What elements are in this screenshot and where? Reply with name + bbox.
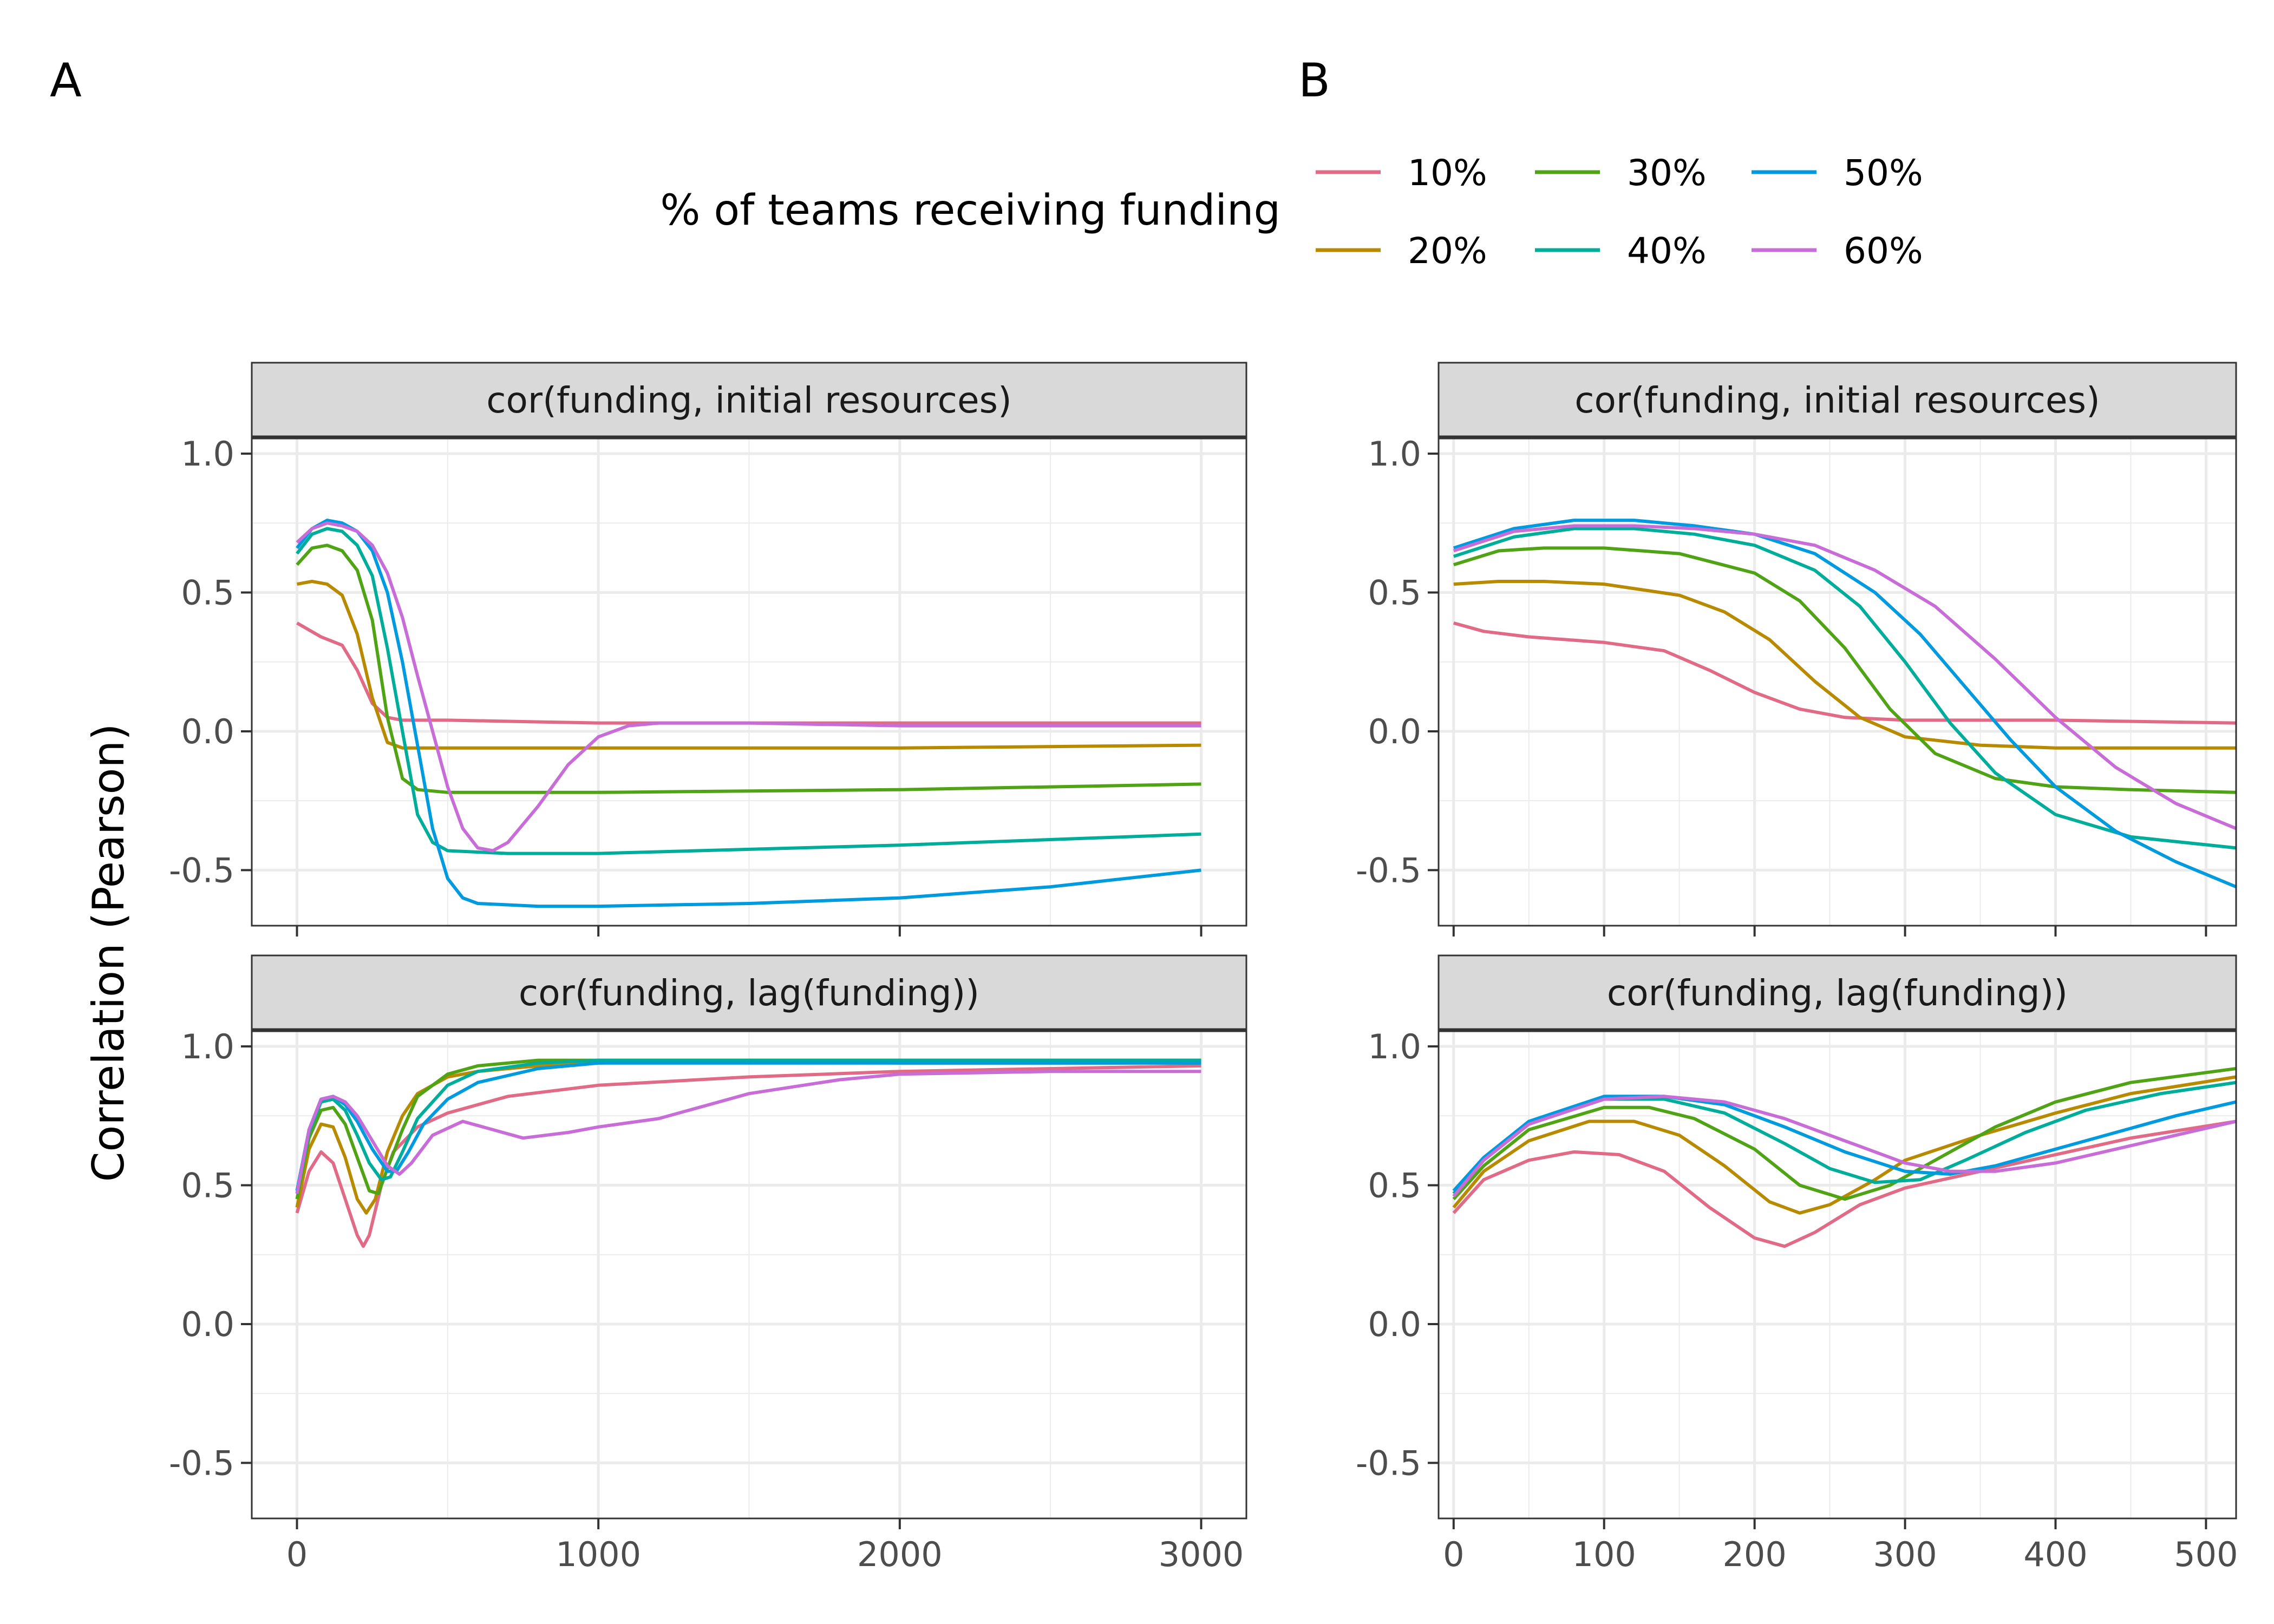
panel-letter-a: A [50, 54, 82, 108]
legend-item: 40% [1535, 230, 1707, 272]
legend-title: % of teams receiving funding [660, 186, 1280, 235]
series-line [296, 580, 1201, 750]
plot-area [1439, 438, 2236, 926]
legend-item: 10% [1316, 152, 1487, 194]
x-tick-label: 300 [1873, 1535, 1937, 1574]
series-line [1452, 1095, 2236, 1197]
y-tick-label: 0.5 [181, 1165, 234, 1205]
series-group [296, 519, 1201, 908]
series-line [1452, 1095, 2236, 1192]
legend-item: 20% [1316, 230, 1487, 272]
legend-item: 30% [1535, 152, 1707, 194]
series-line [1453, 519, 2236, 888]
y-tick-label: 1.0 [181, 1027, 234, 1066]
x-tick-label: 2000 [857, 1535, 943, 1574]
x-tick-label: 500 [2174, 1535, 2238, 1574]
legend-label: 60% [1844, 230, 1923, 272]
y-tick-label: 0.5 [1368, 573, 1421, 612]
x-tick-label: 0 [286, 1535, 308, 1574]
panel-border [1437, 1030, 2237, 1520]
x-tick-label: 400 [2023, 1535, 2087, 1574]
y-tick-label: 1.0 [1368, 434, 1421, 474]
series-group [1453, 519, 2236, 888]
legend-items: 10% 20% 30% 40% 50% 60% [1316, 152, 1923, 272]
facet-title: cor(funding, lag(funding)) [1607, 972, 2068, 1014]
series-line [1453, 546, 2236, 794]
series-group [1452, 1067, 2236, 1248]
chart-panel: cor(funding, lag(funding)) 1.0 0.5 0.0 -0.5 0… [1356, 954, 2238, 1574]
legend-item: 50% [1752, 152, 1923, 194]
series-line [1453, 524, 2236, 830]
y-tick-label: -0.5 [169, 1443, 234, 1483]
legend-label: 20% [1408, 230, 1487, 272]
y-tick-label: -0.5 [1356, 1443, 1421, 1483]
facet-strip [1437, 954, 2237, 1031]
series-group [295, 1058, 1201, 1248]
y-tick-label: -0.5 [169, 850, 234, 890]
y-tick-label: -0.5 [1356, 850, 1421, 890]
series-line [1453, 527, 2236, 850]
panels: cor(funding, initial resources) 1.0 0.5 0.0… [169, 362, 2238, 1574]
facet-strip [1437, 362, 2237, 438]
x-tick-label: 200 [1722, 1535, 1786, 1574]
legend-label: 40% [1627, 230, 1707, 272]
legend: % of teams receiving funding 10% 20% 30% 40… [660, 152, 1923, 272]
series-line [296, 519, 1201, 908]
series-line [1453, 621, 2236, 725]
plot-area [1439, 1031, 2236, 1518]
legend-item: 60% [1752, 230, 1923, 272]
series-line [1452, 1067, 2236, 1201]
panel-border [251, 1030, 1247, 1520]
series-line [295, 1070, 1201, 1194]
x-tick-label: 1000 [556, 1535, 641, 1574]
chart-panel: cor(funding, initial resources) 1.0 0.5 0.0… [1356, 362, 2237, 937]
x-tick-label: 0 [1443, 1535, 1464, 1574]
y-tick-label: 0.5 [181, 573, 234, 612]
y-tick-label: 0.0 [1368, 712, 1421, 751]
x-tick-label: 100 [1572, 1535, 1636, 1574]
series-line [296, 527, 1201, 855]
facet-strip [251, 954, 1247, 1031]
facet-title: cor(funding, lag(funding)) [519, 972, 979, 1014]
legend-label: 10% [1408, 152, 1487, 194]
legend-label: 30% [1627, 152, 1707, 194]
legend-label: 50% [1844, 152, 1923, 194]
series-line [1453, 580, 2236, 750]
y-tick-label: 0.0 [181, 1305, 234, 1344]
y-tick-label: 0.5 [1368, 1165, 1421, 1205]
series-line [1452, 1075, 2236, 1215]
series-line [295, 1058, 1201, 1194]
facet-title: cor(funding, initial resources) [1574, 379, 2100, 421]
series-line [296, 521, 1201, 853]
y-axis-title: Correlation (Pearson) [83, 724, 134, 1182]
series-line [296, 543, 1201, 794]
y-tick-label: 1.0 [181, 434, 234, 474]
y-tick-label: 1.0 [1368, 1027, 1421, 1066]
chart-panel: cor(funding, initial resources) 1.0 0.5 0.0… [169, 362, 1247, 937]
panel-border [1437, 437, 2237, 927]
series-line [1452, 1119, 2236, 1248]
y-tick-label: 0.0 [1368, 1305, 1421, 1344]
panel-letter-b: B [1298, 54, 1330, 108]
panel-border [251, 437, 1247, 927]
chart-panel: cor(funding, lag(funding)) 1.0 0.5 0.0 -0.5 0… [169, 954, 1247, 1574]
y-tick-label: 0.0 [181, 712, 234, 751]
x-tick-label: 3000 [1159, 1535, 1244, 1574]
facet-title: cor(funding, initial resources) [486, 379, 1011, 421]
